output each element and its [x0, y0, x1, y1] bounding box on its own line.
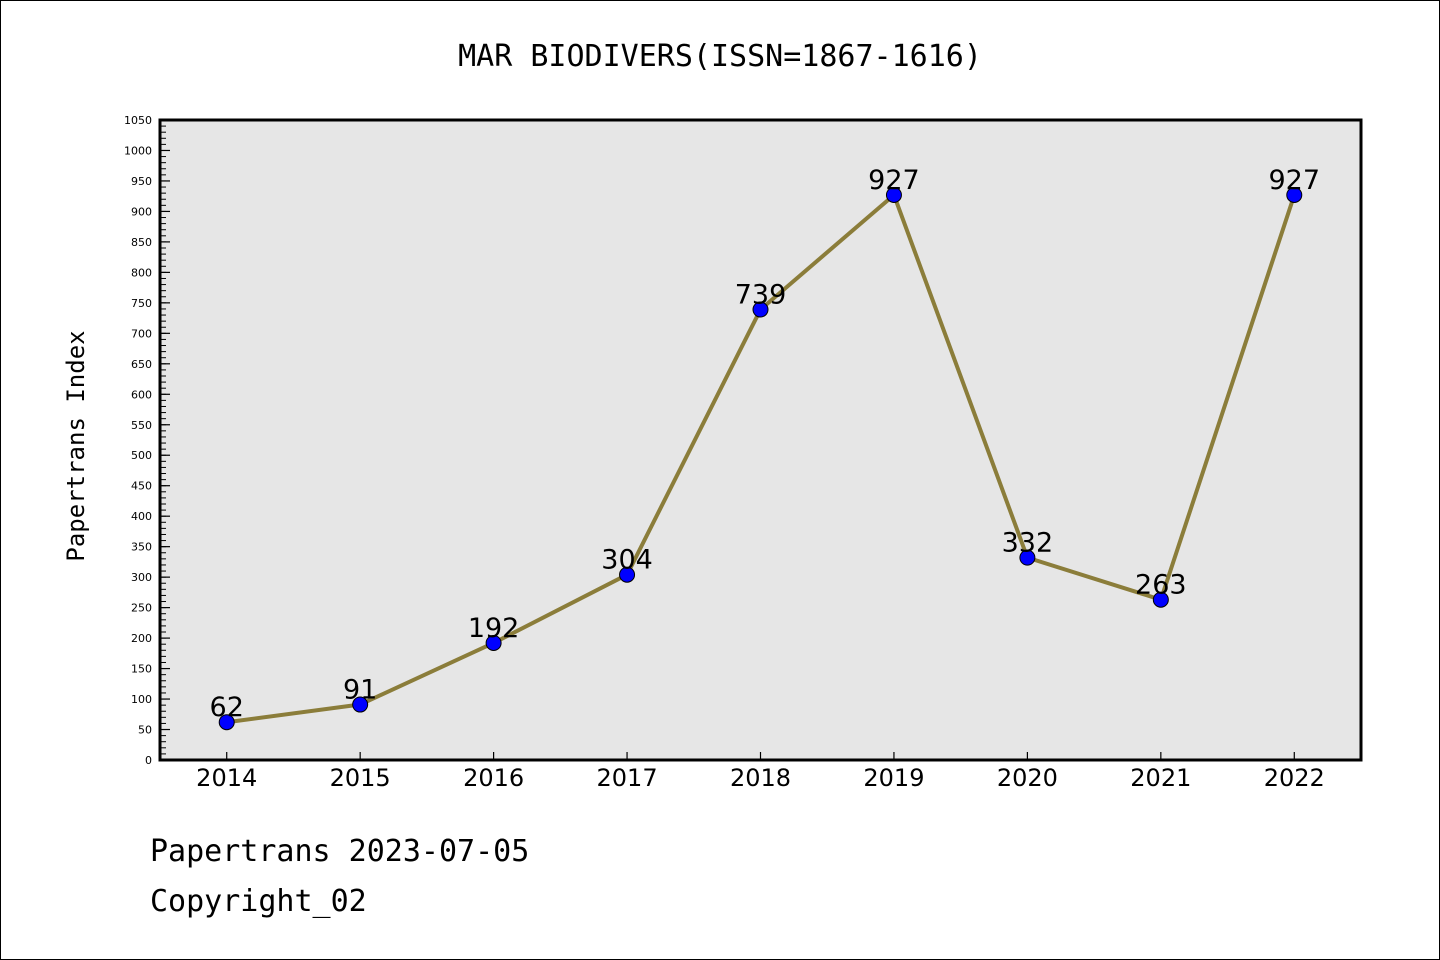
data-point-marker	[1286, 186, 1303, 203]
data-label: 304	[601, 545, 653, 576]
x-tick-label: 2021	[1130, 764, 1191, 792]
y-tick-label: 450	[131, 480, 152, 493]
chart-title: MAR BIODIVERS(ISSN=1867-1616)	[458, 39, 982, 74]
data-label: 91	[343, 675, 377, 706]
y-tick-label: 200	[131, 632, 152, 645]
data-label: 739	[735, 280, 787, 311]
y-tick-label: 750	[131, 297, 152, 310]
data-markers	[218, 186, 1303, 731]
data-point-marker	[1019, 549, 1036, 566]
x-axis-ticks: 2014 2015 2016 2017 2018 2019 2020 2021 2022	[196, 752, 1325, 792]
x-tick-label: 2015	[330, 764, 391, 792]
y-tick-label: 0	[145, 754, 152, 767]
x-tick-label: 2016	[463, 764, 524, 792]
y-tick-label: 1000	[124, 144, 152, 157]
data-point-marker	[885, 186, 902, 203]
x-tick-label: 2019	[863, 764, 924, 792]
x-tick-label: 2014	[196, 764, 257, 792]
y-tick-label: 800	[131, 266, 152, 279]
y-tick-label: 900	[131, 205, 152, 218]
y-tick-label: 150	[131, 663, 152, 676]
data-label: 927	[868, 165, 920, 196]
plot-area	[160, 120, 1361, 760]
y-tick-label: 650	[131, 358, 152, 371]
y-tick-label: 250	[131, 602, 152, 615]
footer-date: Papertrans 2023-07-05	[150, 834, 530, 869]
y-tick-label: 1050	[124, 114, 152, 127]
y-tick-label: 550	[131, 419, 152, 432]
data-point-marker	[752, 301, 769, 318]
data-point-marker	[1152, 591, 1169, 608]
x-tick-label: 2018	[730, 764, 791, 792]
y-tick-label: 400	[131, 510, 152, 523]
data-point-marker	[485, 634, 502, 651]
y-tick-label: 700	[131, 327, 152, 340]
footer-copyright: Copyright_02	[150, 884, 367, 919]
plot-border	[158, 118, 1363, 762]
y-tick-label: 350	[131, 541, 152, 554]
data-point-marker	[218, 714, 235, 731]
y-tick-label: 300	[131, 571, 152, 584]
x-tick-label: 2022	[1264, 764, 1325, 792]
data-label: 263	[1135, 570, 1187, 601]
data-label: 927	[1269, 165, 1321, 196]
y-tick-label: 500	[131, 449, 152, 462]
y-axis-label: Papertrans Index	[62, 330, 90, 561]
x-tick-label: 2020	[997, 764, 1058, 792]
data-label: 62	[210, 692, 244, 723]
y-tick-label: 950	[131, 175, 152, 188]
data-label: 332	[1002, 528, 1054, 559]
y-tick-label: 850	[131, 236, 152, 249]
y-tick-label: 50	[138, 724, 152, 737]
data-point-marker	[352, 696, 369, 713]
y-tick-label: 100	[131, 693, 152, 706]
y-tick-label: 600	[131, 388, 152, 401]
data-labels: 62 91 192 304 739 927 332 263 927	[210, 165, 1321, 723]
data-point-marker	[619, 566, 636, 583]
y-axis-ticks: 0 50 100 150 200 250 300 350 400 450 500 550 600 650 7…	[124, 114, 170, 767]
x-tick-label: 2017	[597, 764, 658, 792]
data-label: 192	[468, 613, 520, 644]
